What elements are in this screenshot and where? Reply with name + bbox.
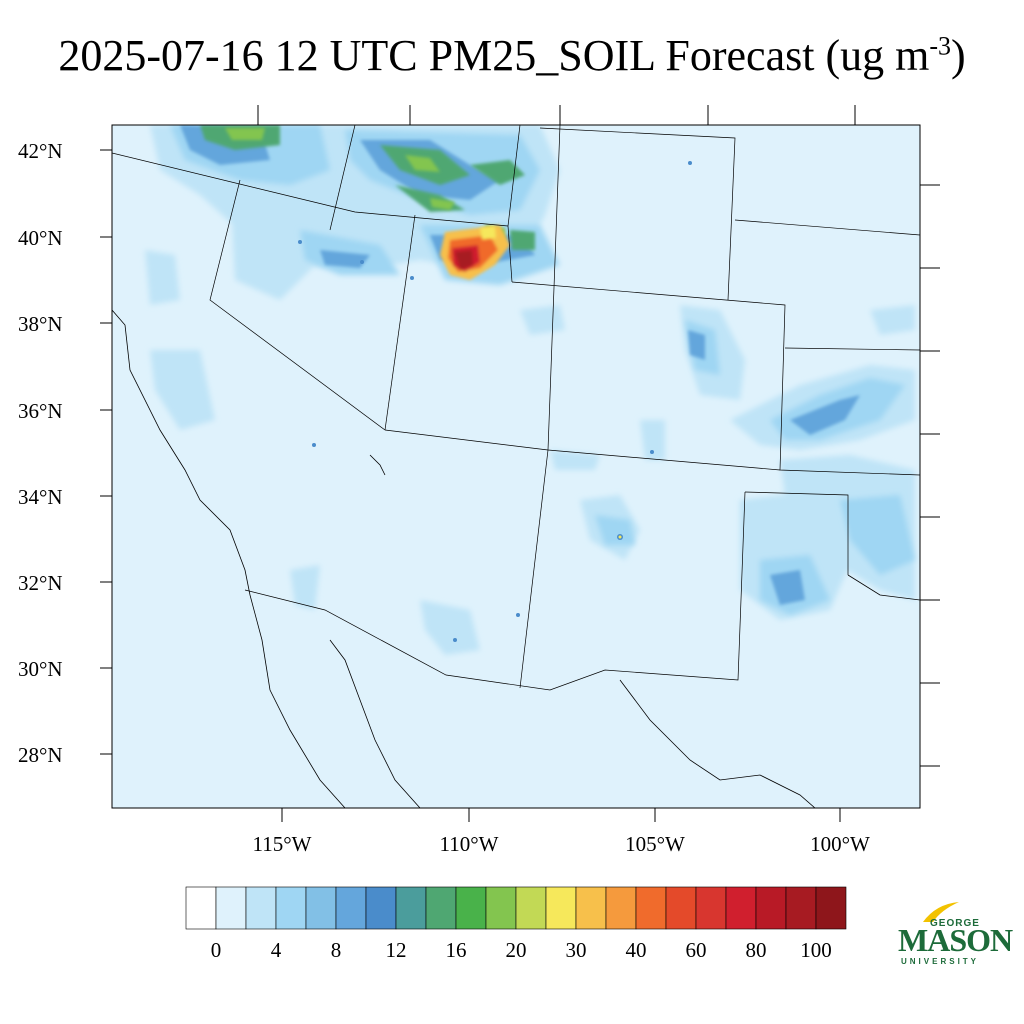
colorbar-swatch <box>665 886 697 930</box>
colorbar-tick-label: 20 <box>505 938 527 962</box>
colorbar-swatch <box>515 886 547 930</box>
flame-icon <box>923 902 959 922</box>
axis-ticks <box>100 105 940 822</box>
colorbar-swatch <box>575 886 607 930</box>
colorbar-swatch <box>695 886 727 930</box>
colorbar-swatch <box>245 886 277 930</box>
lon-label: 110°W <box>439 832 499 856</box>
lat-label: 38°N <box>18 312 63 336</box>
lon-label: 105°W <box>625 832 685 856</box>
colorbar-swatch <box>545 886 577 930</box>
colorbar-swatch <box>275 886 307 930</box>
colorbar-swatch <box>455 886 487 930</box>
lon-label: 100°W <box>810 832 870 856</box>
map-title: 2025-07-16 12 UTC PM25_SOIL Forecast (ug… <box>0 30 1024 81</box>
lat-label: 42°N <box>18 139 63 163</box>
colorbar-swatch <box>815 886 847 930</box>
colorbar <box>185 886 847 930</box>
map-frame <box>111 124 921 809</box>
lon-label: 115°W <box>252 832 312 856</box>
colorbar-swatch <box>215 886 247 930</box>
lat-label: 34°N <box>18 485 63 509</box>
concentration-field <box>145 125 915 655</box>
colorbar-swatch <box>485 886 517 930</box>
colorbar-tick-label: 80 <box>745 938 767 962</box>
colorbar-tick-label: 16 <box>445 938 467 962</box>
colorbar-swatch <box>185 886 217 930</box>
colorbar-swatch <box>305 886 337 930</box>
lat-label: 28°N <box>18 743 63 767</box>
colorbar-swatch <box>635 886 667 930</box>
colorbar-swatch <box>785 886 817 930</box>
title-superscript: -3 <box>929 31 951 61</box>
colorbar-tick-label: 4 <box>270 938 282 962</box>
title-close: ) <box>951 31 966 80</box>
colorbar-tick-label: 60 <box>685 938 707 962</box>
colorbar-swatch <box>725 886 757 930</box>
colorbar-tick-label: 12 <box>385 938 407 962</box>
coastlines <box>112 309 920 808</box>
logo-mason: MASON <box>898 922 1013 958</box>
state-boundaries <box>112 125 920 691</box>
colorbar-tick-label: 30 <box>565 938 587 962</box>
logo-george: GEORGE <box>930 918 980 929</box>
colorbar-tick-label: 100 <box>800 938 832 962</box>
colorbar-swatch <box>365 886 397 930</box>
colorbar-swatch <box>425 886 457 930</box>
lat-label: 30°N <box>18 657 63 681</box>
lat-label: 32°N <box>18 571 63 595</box>
colorbar-tick-label: 8 <box>330 938 342 962</box>
university-logo: GEORGE MASON UNIVERSITY <box>893 900 1013 970</box>
lat-label: 36°N <box>18 399 63 423</box>
lat-label: 40°N <box>18 226 63 250</box>
colorbar-tick-label: 0 <box>210 938 222 962</box>
colorbar-swatch <box>395 886 427 930</box>
colorbar-swatch <box>605 886 637 930</box>
colorbar-tick-label: 40 <box>625 938 647 962</box>
colorbar-swatch <box>755 886 787 930</box>
colorbar-swatch <box>335 886 367 930</box>
title-text: 2025-07-16 12 UTC PM25_SOIL Forecast (ug… <box>58 31 930 80</box>
logo-university: UNIVERSITY <box>901 957 980 966</box>
